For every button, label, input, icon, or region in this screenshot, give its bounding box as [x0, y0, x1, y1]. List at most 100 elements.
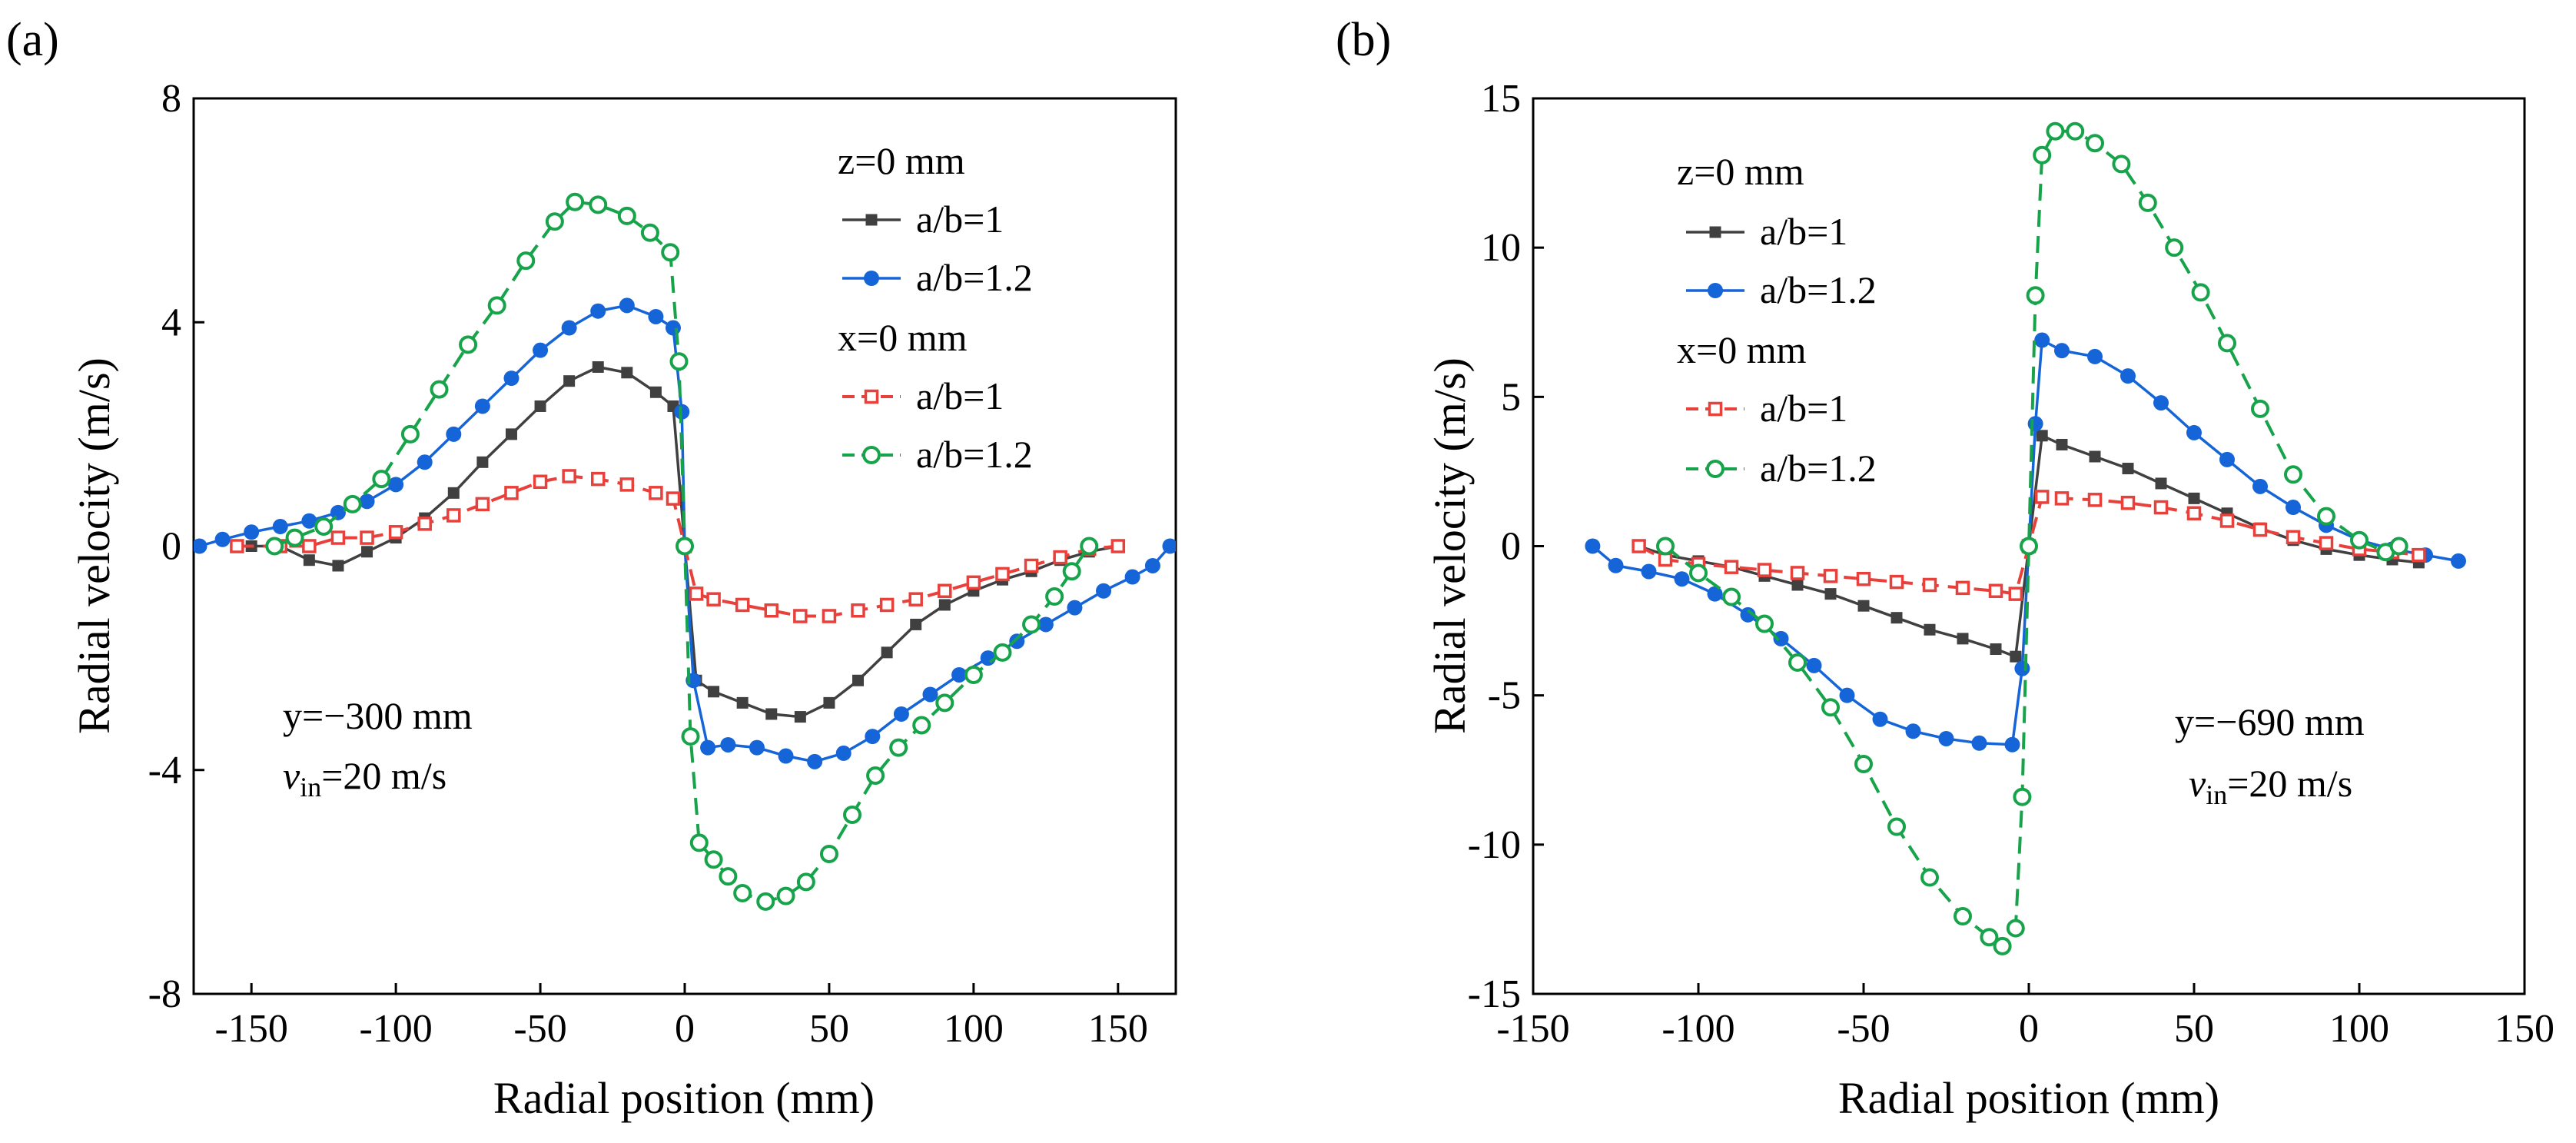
- data-point: [1889, 574, 1904, 590]
- y-tick-label: -15: [1468, 972, 1521, 1016]
- legend-marker: [864, 389, 879, 404]
- data-point: [1707, 586, 1723, 602]
- data-point: [533, 342, 549, 358]
- data-point: [733, 883, 752, 902]
- x-tick-label: 50: [2174, 1007, 2214, 1051]
- data-point: [2054, 491, 2070, 506]
- data-point: [562, 469, 576, 483]
- data-point: [1656, 537, 1675, 556]
- legend-label-a-1: a/b=1: [916, 198, 1004, 241]
- data-point: [893, 706, 909, 722]
- data-point: [563, 375, 576, 387]
- data-point: [285, 528, 304, 547]
- data-point: [2153, 395, 2169, 411]
- data-point: [272, 519, 288, 535]
- data-point: [589, 195, 608, 214]
- data-point: [2010, 650, 2022, 663]
- data-point: [1938, 730, 1954, 746]
- data-point: [700, 739, 716, 756]
- data-point: [1757, 563, 1772, 577]
- data-point: [619, 477, 635, 492]
- data-point: [2087, 493, 2103, 507]
- legend-entry-b-1: [1686, 226, 1744, 238]
- data-point: [1872, 711, 1888, 727]
- data-point: [590, 303, 606, 319]
- data-point: [1674, 571, 1690, 587]
- data-point: [214, 531, 231, 547]
- data-point: [1905, 723, 1921, 739]
- data-point: [749, 739, 765, 756]
- legend-marker: [1708, 283, 1723, 298]
- data-point: [1096, 583, 1112, 599]
- data-point: [1990, 643, 2002, 655]
- data-point: [640, 223, 659, 242]
- data-point: [2412, 547, 2426, 563]
- data-point: [303, 554, 315, 567]
- data-point: [1632, 539, 1646, 553]
- data-point: [666, 491, 681, 506]
- legend-label-b-4: a/b=1.2: [1760, 447, 1877, 490]
- data-point: [330, 530, 346, 545]
- legend-label-b-2: a/b=1.2: [1760, 268, 1877, 311]
- data-point: [2284, 465, 2302, 484]
- data-point: [819, 844, 838, 863]
- data-point: [1954, 907, 1972, 926]
- data-point: [474, 398, 490, 414]
- data-point: [1062, 562, 1081, 581]
- x-axis-ticks-a: -150 -100 -50 0 50 100 150: [215, 983, 1148, 1051]
- data-point: [648, 308, 664, 324]
- x-tick-label: -50: [1837, 1007, 1890, 1051]
- x-axis-ticks-b: -150 -100 -50 0 50 100 150: [1496, 983, 2554, 1051]
- data-point: [1806, 657, 1822, 673]
- data-point: [476, 456, 489, 468]
- data-point: [2317, 507, 2335, 526]
- data-point: [2120, 495, 2136, 510]
- data-point: [1053, 550, 1067, 565]
- data-point: [794, 711, 806, 723]
- data-point: [446, 508, 461, 523]
- data-point: [194, 538, 207, 554]
- data-point: [2219, 451, 2235, 467]
- data-point: [475, 497, 490, 512]
- data-point: [735, 597, 750, 613]
- data-point: [2054, 343, 2070, 359]
- data-point: [2008, 586, 2023, 601]
- data-point: [778, 748, 794, 764]
- legend-entry-a-2: [842, 271, 901, 286]
- data-point: [1045, 587, 1064, 606]
- x-tick-label: 100: [2329, 1007, 2389, 1051]
- data-point: [2089, 450, 2101, 463]
- data-point: [2252, 522, 2268, 537]
- legend-marker: [862, 446, 881, 464]
- x-axis-title-b: Radial position (mm): [1838, 1073, 2219, 1123]
- data-point: [966, 575, 981, 590]
- data-point: [1924, 623, 1936, 636]
- legend-b: z=0 mm a/b=1 a/b=1.2 x=0 mm a/b=1 a/b=1.…: [1677, 150, 1877, 490]
- data-point: [1724, 560, 1739, 574]
- data-point: [430, 380, 449, 399]
- data-point: [935, 693, 954, 713]
- legend-marker: [1708, 401, 1723, 417]
- data-point: [1971, 735, 1987, 751]
- data-point: [689, 833, 709, 852]
- x-tick-label: 0: [2019, 1007, 2039, 1051]
- data-point: [343, 494, 362, 513]
- data-point: [823, 696, 835, 709]
- annotation-position-a: y=−300 mm: [283, 694, 473, 737]
- data-point: [889, 738, 908, 757]
- data-point: [2034, 490, 2050, 504]
- data-point: [301, 513, 317, 529]
- data-point: [1608, 557, 1624, 573]
- data-point: [617, 206, 636, 225]
- legend-marker: [865, 214, 878, 226]
- data-point: [1854, 754, 1873, 773]
- data-point: [681, 727, 700, 746]
- data-point: [2056, 438, 2068, 450]
- data-point: [1824, 588, 1837, 600]
- x-tick-label: 150: [2495, 1007, 2554, 1051]
- y-tick-label: -5: [1488, 674, 1521, 718]
- data-point: [922, 686, 938, 703]
- legend-entry-a-3: [842, 389, 901, 404]
- data-point: [736, 696, 749, 709]
- legend-group-title-a-2: x=0 mm: [838, 316, 968, 359]
